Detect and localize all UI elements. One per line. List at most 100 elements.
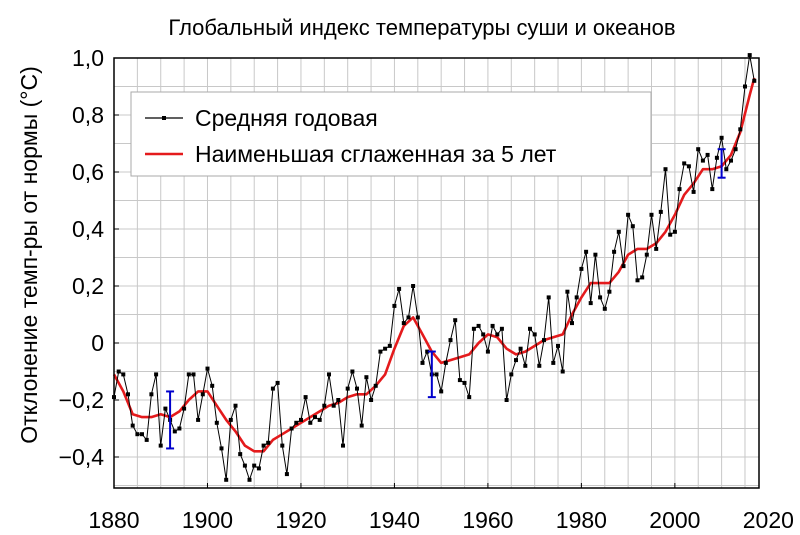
annual-point: [616, 229, 621, 234]
annual-point: [383, 346, 388, 351]
annual-point: [224, 477, 229, 482]
annual-point: [485, 349, 490, 354]
annual-point: [658, 209, 663, 214]
annual-point: [350, 369, 355, 374]
annual-point: [434, 372, 439, 377]
y-tick-label: 0: [91, 330, 104, 356]
annual-point: [523, 363, 528, 368]
annual-point: [743, 84, 747, 89]
legend-annual-marker: [162, 116, 166, 120]
annual-point: [294, 420, 299, 425]
annual-point: [640, 275, 645, 280]
annual-point: [205, 366, 210, 371]
annual-point: [191, 372, 196, 377]
annual-point: [196, 417, 201, 422]
annual-point: [733, 147, 738, 152]
annual-point: [280, 443, 285, 448]
annual-point: [163, 406, 168, 411]
plot-frame: [113, 57, 760, 489]
annual-point: [135, 432, 140, 437]
x-tick-label: 1880: [88, 507, 139, 533]
annual-point: [289, 426, 294, 431]
y-tick-label: 0,6: [72, 159, 104, 185]
legend-annual-label: Средняя годовая: [195, 105, 378, 131]
annual-point: [528, 326, 532, 331]
annual-point: [154, 372, 159, 377]
annual-point: [439, 389, 444, 394]
chart-title: Глобальный индекс температуры суши и оке…: [168, 15, 675, 40]
annual-point: [714, 155, 719, 160]
annual-point: [747, 53, 752, 58]
annual-point: [172, 429, 177, 434]
annual-point: [284, 472, 289, 477]
annual-point: [308, 420, 313, 425]
annual-point: [331, 403, 336, 408]
annual-point: [359, 423, 364, 428]
annual-point: [509, 372, 514, 377]
y-tick-label: 0,2: [72, 273, 104, 299]
smoothed-line: [112, 77, 756, 453]
annual-point: [299, 417, 303, 422]
y-tick-label: 1,0: [72, 45, 104, 71]
annual-point: [514, 358, 518, 363]
x-tick-label: 1920: [275, 507, 326, 533]
annual-point: [462, 380, 467, 385]
annual-point: [602, 306, 607, 311]
annual-point: [270, 386, 275, 391]
annual-point: [551, 360, 556, 365]
annual-point: [144, 437, 149, 442]
annual-point: [345, 386, 350, 391]
annual-point: [705, 152, 710, 157]
annual-point: [341, 443, 345, 448]
annual-point: [364, 375, 369, 380]
annual-point: [668, 232, 673, 237]
annual-point: [537, 363, 542, 368]
x-tick-label: 2000: [649, 507, 700, 533]
annual-point: [457, 378, 462, 383]
annual-point: [443, 360, 448, 365]
annual-point: [406, 315, 411, 320]
annual-point: [397, 286, 402, 291]
x-tick-label: 1900: [182, 507, 233, 533]
annual-point: [392, 303, 397, 308]
annual-point: [378, 349, 383, 354]
annual-point: [738, 127, 743, 132]
annual-point: [654, 246, 659, 251]
y-tick-label: −0,4: [59, 444, 105, 470]
annual-point: [401, 321, 406, 326]
annual-point: [317, 417, 322, 422]
annual-point: [649, 212, 654, 217]
annual-point: [116, 369, 121, 374]
annual-point: [719, 135, 724, 140]
annual-point: [490, 323, 495, 328]
legend: Средняя годовая Наименьшая сглаженная за…: [130, 91, 652, 177]
annual-point: [542, 338, 546, 343]
annual-point: [214, 420, 219, 425]
annual-point: [565, 289, 570, 294]
annual-point: [471, 326, 476, 331]
annual-point: [630, 224, 635, 229]
annual-point: [621, 264, 626, 269]
annual-point: [579, 266, 584, 271]
annual-point: [476, 323, 481, 328]
annual-point: [149, 392, 154, 397]
error-bars: [166, 148, 726, 450]
y-axis-label: Отклонение темп-ры от нормы (°C): [16, 66, 42, 444]
annual-point: [682, 161, 687, 166]
annual-point: [219, 446, 224, 451]
annual-point: [700, 158, 705, 163]
annual-point: [598, 295, 603, 300]
annual-point: [303, 395, 308, 400]
annual-point: [228, 417, 233, 422]
annual-point: [387, 343, 392, 348]
annual-point: [210, 383, 215, 388]
annual-point: [415, 315, 420, 320]
annual-point: [336, 398, 341, 402]
annual-point: [481, 332, 486, 337]
annual-point: [140, 432, 144, 437]
annual-point: [612, 249, 617, 254]
annual-point: [710, 187, 715, 192]
annual-point: [261, 443, 266, 448]
annual-point: [499, 326, 504, 331]
